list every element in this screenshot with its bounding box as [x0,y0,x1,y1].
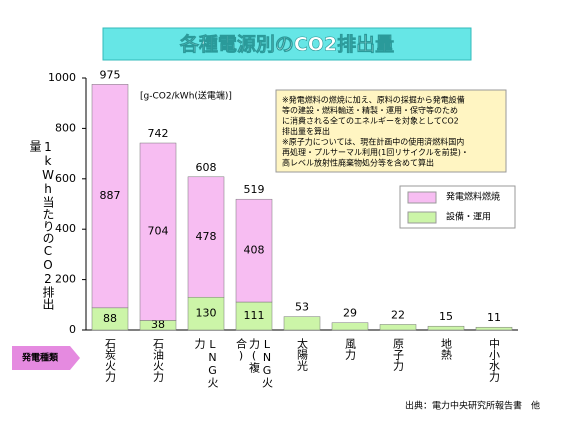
data-label: 478 [196,230,217,243]
bar-segment [91,84,129,309]
x-axis-label: 発電種類 [21,352,59,364]
y-tick-label: 400 [55,222,76,235]
total-label: 975 [100,68,121,81]
y-tick-label: 0 [69,323,76,336]
x-tick-label: 中小水力 [487,338,501,382]
bar-segment [187,296,225,331]
data-label: 130 [196,307,217,320]
legend-swatch [407,211,437,224]
source: 出典：電力中央研究所報告書 他 [405,400,540,412]
total-label: 608 [196,161,217,174]
bar-segment [331,322,369,331]
y-tick-label: 600 [55,172,76,185]
x-tick-label: 石油火力 [151,338,165,382]
bar-segment [235,198,273,303]
note-line: 再処理・プルサーマル利用(1回リサイクルを前提)・ [282,147,469,157]
x-tick-label: LNG火力 [193,338,219,388]
data-label: 15 [439,310,453,323]
bar-segment [187,176,225,298]
bar-segment [427,325,465,331]
y-tick-label: 200 [55,273,76,286]
bar-segment [235,301,273,331]
title-box [102,27,472,61]
chart-title: 各種電源別のCO2排出量 [179,33,394,56]
unit-label: [g-CO2/kWh(送電端)] [140,90,232,102]
y-axis-label: 1kWh当たりのCO2排出量 [28,140,55,310]
bar-segment [139,142,177,321]
x-tick-label: 原子力 [391,338,405,371]
x-label-badge [12,346,80,370]
y-tick-label: 1000 [48,71,76,84]
bar-segment [475,326,513,331]
bar-segment [283,316,321,331]
bar-segment [379,324,417,331]
x-tick-label: 地熱 [439,338,453,360]
legend-swatch [407,191,437,204]
data-label: 887 [100,189,121,202]
data-label: 11 [487,311,501,324]
total-label: 519 [244,183,265,196]
data-label: 29 [343,307,357,320]
legend-label: 発電燃料燃焼 [446,191,500,203]
data-label: 704 [148,225,169,238]
legend-label: 設備・運用 [446,211,491,223]
data-label: 408 [244,244,265,257]
x-tick-label: LNG火力(複合) [234,338,274,388]
note-line: ※原子力については、現在計画中の使用済燃料国内 [282,137,464,147]
notes-box [275,89,507,173]
note-line: ※発電燃料の燃焼に加え、原料の採掘から発電設備 [282,95,465,105]
data-label: 88 [103,312,117,325]
note-line: 等の建設・燃料輸送・精製・運用・保守等のため [282,105,458,115]
x-tick-label: 風力 [343,338,357,360]
data-label: 38 [151,318,165,331]
x-tick-label: 太陽光 [295,338,309,371]
y-tick-label: 800 [55,121,76,134]
total-label: 742 [148,127,169,140]
data-label: 53 [295,301,309,314]
x-tick-label: 石炭火力 [103,338,117,382]
note-line: に消費される全てのエネルギーを対象としてCO2 [282,116,459,126]
note-line: 高レベル放射性廃棄物処分等を含めて算出 [282,158,434,168]
data-label: 111 [244,309,265,322]
data-label: 22 [391,308,405,321]
note-line: 排出量を算出 [282,126,330,136]
